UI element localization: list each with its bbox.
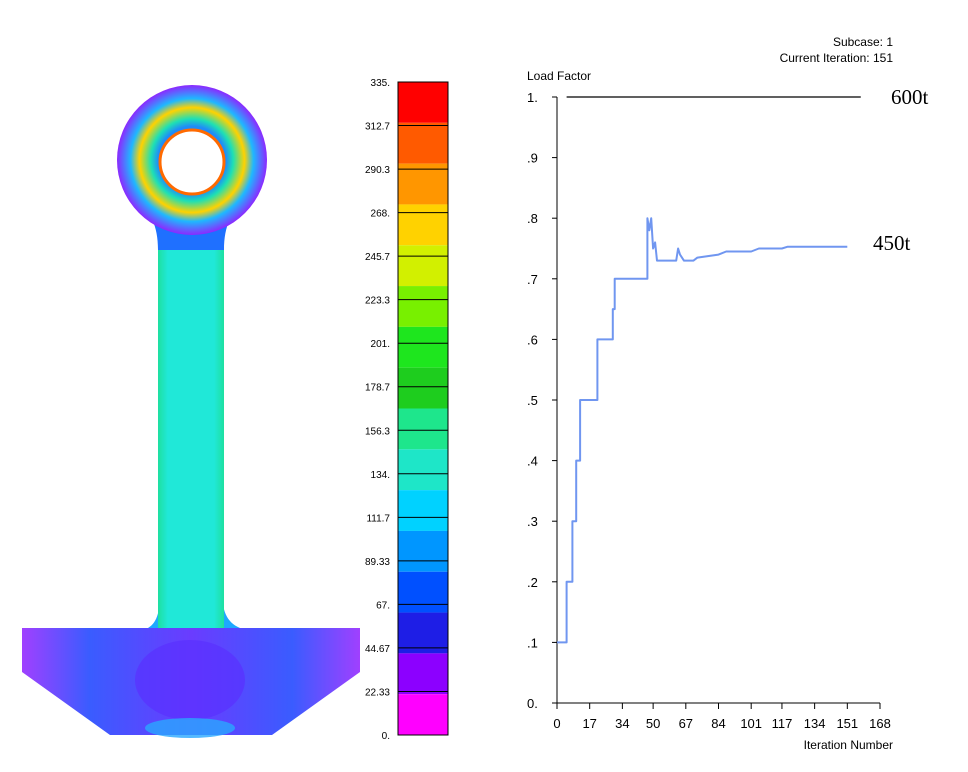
legend-value-label: 111.7 [366,513,390,524]
legend-color-band [398,204,448,246]
legend-color-band [398,571,448,613]
base-stress-spot [135,640,245,720]
y-tick-label: .7 [527,272,538,287]
x-tick-label: 117 [772,716,793,731]
legend-color-band [398,653,448,695]
legend-value-label: 312.7 [365,122,390,133]
legend-value-label: 245.7 [365,252,390,263]
legend-color-band [398,326,448,368]
chart-plot-area [557,96,861,644]
legend-color-band [398,122,448,164]
y-tick-label: .1 [527,635,538,650]
legend-color-band [398,286,448,327]
legend-value-label: 223.3 [365,296,390,307]
x-tick-label: 0 [553,716,560,731]
y-tick-label: .8 [527,211,538,226]
series-line [557,217,848,644]
legend-color-band [398,490,448,531]
model-neck [158,240,224,628]
y-tick-label: .2 [527,575,538,590]
y-tick-label: 0. [527,696,538,711]
legend-value-label: 22.33 [365,687,390,698]
annotation-600t: 600t [891,85,929,109]
legend-color-band [398,530,448,572]
legend-value-label: 89.33 [365,557,390,568]
convergence-chart: Subcase: 1 Current Iteration: 151 Load F… [527,35,929,752]
legend-value-label: 67. [376,600,390,611]
legend-value-label: 178.7 [365,383,390,394]
y-axis-title: Load Factor [527,69,591,83]
model-eye-hole [158,128,226,196]
y-tick-label: .9 [527,151,538,166]
x-axis-title: Iteration Number [804,738,893,752]
legend-value-label: 201. [371,339,390,350]
x-tick-label: 67 [679,716,693,731]
chart-axes: 0. .1 .2 .3 .4 .5 .6 .7 .8 .9 1. 0 17 34 50 67 84 101 117 1… [527,90,891,731]
y-tick-label: .5 [527,393,538,408]
x-tick-label: 151 [836,716,858,731]
base-stress-spot [145,718,235,738]
x-tick-label: 17 [582,716,596,731]
legend-value-label: 0. [382,731,390,742]
legend-color-band [398,163,448,205]
legend-color-band [398,245,448,287]
y-tick-label: 1. [527,90,538,105]
legend-color-band [398,82,448,123]
legend-color-band [398,694,448,735]
x-tick-label: 84 [711,716,725,731]
legend-color-band [398,612,448,654]
legend-value-label: 44.67 [365,644,390,655]
annotation-450t: 450t [873,231,911,255]
contour-model [22,85,360,738]
legend-color-band [398,408,448,450]
subcase-label: Subcase: 1 [833,35,893,49]
x-tick-label: 168 [869,716,891,731]
contour-legend: 335. 312.7 290.3 268. 245.7 223.3 201. 178.7 156… [365,78,449,742]
y-tick-label: .6 [527,332,538,347]
x-tick-label: 34 [615,716,629,731]
legend-value-label: 335. [371,78,390,89]
legend-value-label: 268. [371,209,390,220]
legend-color-band [398,449,448,491]
x-tick-label: 101 [740,716,762,731]
legend-value-label: 290.3 [365,165,390,176]
legend-value-label: 134. [371,470,390,481]
x-tick-label: 50 [646,716,660,731]
legend-color-band [398,367,448,409]
y-tick-label: .3 [527,514,538,529]
y-tick-label: .4 [527,454,538,469]
current-iteration-label: Current Iteration: 151 [780,51,894,65]
x-tick-label: 134 [804,716,826,731]
legend-value-label: 156.3 [365,426,390,437]
